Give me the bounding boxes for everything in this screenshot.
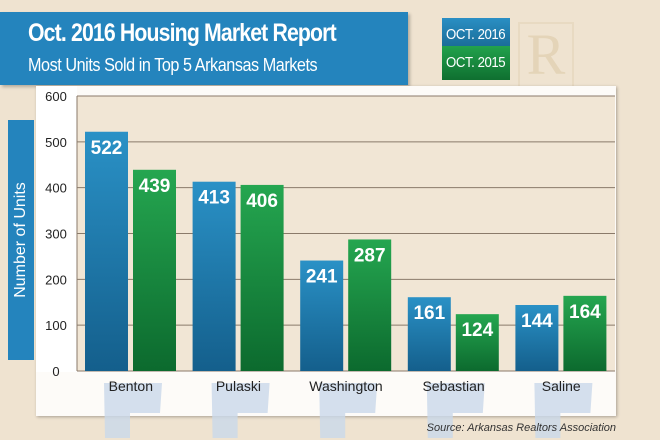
bar-washington-2015 xyxy=(348,239,392,371)
data-label: 144 xyxy=(521,311,553,332)
legend-label-2016: OCT. 2016 xyxy=(446,26,506,43)
x-tick-label: Saline xyxy=(542,378,581,394)
y-tick-column xyxy=(36,86,77,372)
legend-oct-2015: OCT. 2015 xyxy=(442,46,510,80)
x-tick-label: Benton xyxy=(109,378,153,394)
x-tick-label: Washington xyxy=(309,378,382,394)
y-tick-label: 300 xyxy=(45,227,67,242)
y-axis-label-box: Number of Units xyxy=(8,120,34,360)
legend-label-2015: OCT. 2015 xyxy=(446,54,506,71)
y-tick-label: 200 xyxy=(45,272,67,287)
county-shape-saline xyxy=(534,383,593,438)
bar-sebastian-2016 xyxy=(407,297,451,371)
bar-benton-2016 xyxy=(85,131,128,371)
data-label: 406 xyxy=(246,191,278,212)
chart-subtitle: Most Units Sold in Top 5 Arkansas Market… xyxy=(28,55,318,75)
bar-washington-2016 xyxy=(300,260,344,371)
bar-benton-2015 xyxy=(133,169,176,371)
y-tick-label: 0 xyxy=(52,364,59,379)
bar-sebastian-2015 xyxy=(455,314,499,371)
data-label: 287 xyxy=(354,245,386,266)
y-tick-label: 500 xyxy=(45,135,67,150)
county-shape-benton xyxy=(104,383,162,438)
data-label: 413 xyxy=(198,188,230,209)
data-label: 164 xyxy=(569,302,601,323)
data-label: 161 xyxy=(413,303,445,324)
bar-pulaski-2016 xyxy=(192,181,236,371)
chart-title: Oct. 2016 Housing Market Report xyxy=(28,19,337,47)
source-note: Source: Arkansas Realtors Association xyxy=(426,422,616,434)
x-tick-label: Pulaski xyxy=(216,378,261,394)
bar-saline-2016 xyxy=(515,305,559,371)
y-tick-label: 400 xyxy=(45,181,67,196)
x-tick-label: Sebastian xyxy=(422,378,484,394)
bar-saline-2015 xyxy=(563,295,607,371)
county-shape-washington xyxy=(319,383,378,438)
county-shape-sebastian xyxy=(426,383,485,438)
county-shape-pulaski xyxy=(211,383,270,438)
realtor-logo: R xyxy=(518,22,574,88)
data-label: 241 xyxy=(306,267,338,288)
y-tick-label: 600 xyxy=(45,89,67,104)
data-label: 522 xyxy=(91,138,123,159)
data-label: 124 xyxy=(461,320,493,341)
title-banner: Oct. 2016 Housing Market Report Most Uni… xyxy=(0,12,408,85)
y-tick-label: 100 xyxy=(45,318,67,333)
bar-pulaski-2015 xyxy=(240,184,284,371)
data-label: 439 xyxy=(139,176,171,197)
